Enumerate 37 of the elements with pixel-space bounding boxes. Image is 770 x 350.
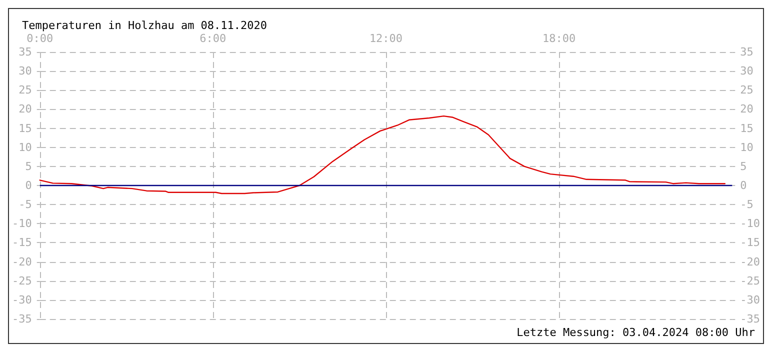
line-series	[39, 115, 726, 194]
y2-tick-label: -20	[740, 255, 760, 268]
y2-tick-label: -15	[740, 236, 760, 250]
y-tick-label: -35	[12, 312, 32, 326]
y2-tick-label: 35	[740, 46, 754, 58]
y-tick-label: 25	[18, 84, 32, 97]
y2-tick-label: 30	[740, 64, 754, 78]
y2-tick-label: 0	[740, 179, 747, 192]
y2-tick-label: 25	[740, 84, 754, 97]
y2-tick-label: 20	[740, 102, 754, 116]
x-tick-label: 18:00	[542, 32, 576, 45]
x-tick-label: 0:00	[26, 32, 54, 45]
y-tick-label: 35	[18, 46, 32, 58]
y-tick-label: -20	[12, 255, 32, 268]
y-tick-label: 15	[18, 122, 32, 135]
x-tick-label: 6:00	[200, 32, 226, 45]
y2-tick-label: -5	[740, 198, 754, 212]
y-tick-label: 30	[18, 64, 32, 78]
y2-tick-label: 15	[740, 122, 754, 135]
y2-tick-label: -10	[740, 217, 760, 230]
y-tick-label: 10	[18, 140, 32, 154]
y2-tick-label: -35	[740, 312, 760, 326]
y-tick-label: -25	[12, 274, 32, 288]
y2-tick-label: -25	[740, 274, 760, 288]
y2-tick-label: 5	[740, 160, 747, 173]
y-tick-label: -10	[12, 217, 32, 230]
y2-tick-label: 10	[740, 140, 754, 154]
y2-tick-label: -30	[740, 293, 760, 306]
x-tick-label: 12:00	[369, 32, 403, 45]
chart-title: Temperaturen in Holzhau am 08.11.2020	[22, 19, 268, 32]
y-tick-label: -15	[12, 236, 32, 250]
y-tick-label: -30	[12, 293, 32, 306]
text: Letzte Messung: 03.04.2024 08:00 Uhr	[516, 326, 756, 339]
y-tick-label: 20	[18, 102, 32, 116]
y-tick-label: -5	[18, 198, 32, 212]
y-tick-label: 0	[25, 179, 32, 192]
y-tick-label: 5	[25, 160, 32, 173]
